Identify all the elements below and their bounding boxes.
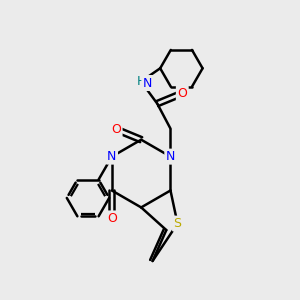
Text: S: S <box>173 217 181 230</box>
Text: O: O <box>111 123 121 136</box>
Text: O: O <box>177 87 187 100</box>
Text: N: N <box>143 76 152 89</box>
Text: N: N <box>166 150 175 163</box>
Text: N: N <box>107 150 116 163</box>
Text: O: O <box>107 212 117 225</box>
Text: H: H <box>136 75 146 88</box>
